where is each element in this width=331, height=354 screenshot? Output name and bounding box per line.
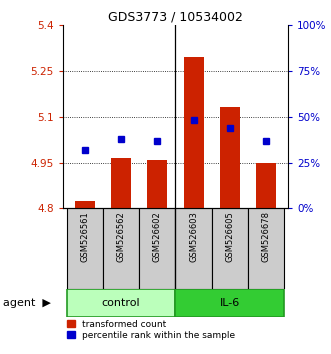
Text: GSM526561: GSM526561 — [80, 211, 89, 262]
Text: GSM526678: GSM526678 — [262, 211, 271, 262]
Text: GSM526605: GSM526605 — [225, 211, 234, 262]
Bar — [184, 57, 204, 209]
Bar — [147, 160, 167, 209]
Text: IL-6: IL-6 — [220, 298, 240, 308]
Legend: transformed count, percentile rank within the sample: transformed count, percentile rank withi… — [68, 320, 235, 340]
Text: agent  ▶: agent ▶ — [3, 298, 51, 308]
Bar — [67, 289, 175, 317]
Bar — [103, 209, 139, 289]
Bar — [139, 209, 175, 289]
Bar — [212, 209, 248, 289]
Text: GSM526602: GSM526602 — [153, 211, 162, 262]
Bar — [75, 201, 95, 209]
Bar — [67, 209, 103, 289]
Bar — [175, 289, 284, 317]
Text: control: control — [102, 298, 140, 308]
Text: GSM526603: GSM526603 — [189, 211, 198, 262]
Title: GDS3773 / 10534002: GDS3773 / 10534002 — [108, 11, 243, 24]
Bar — [220, 108, 240, 209]
Bar — [256, 162, 276, 209]
Bar — [248, 209, 284, 289]
Text: GSM526562: GSM526562 — [117, 211, 125, 262]
Bar — [111, 158, 131, 209]
Bar — [175, 209, 212, 289]
